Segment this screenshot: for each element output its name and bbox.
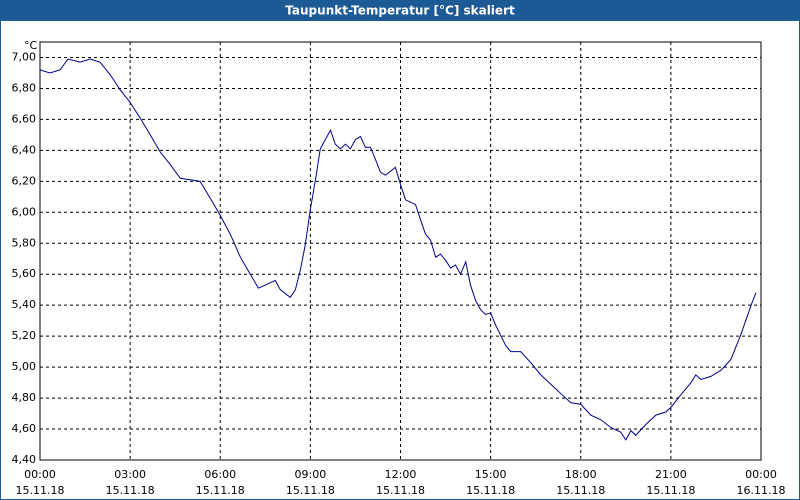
x-tick-label: 15:00 — [475, 468, 507, 481]
x-tick-label: 21:00 — [655, 468, 687, 481]
y-tick-label: 6,60 — [12, 112, 37, 125]
y-tick-label: 5,60 — [12, 267, 37, 280]
y-tick-label: 4,80 — [12, 391, 37, 404]
x-tick-date: 15.11.18 — [196, 484, 245, 497]
x-tick-date: 15.11.18 — [466, 484, 515, 497]
x-tick-label: 03:00 — [114, 468, 146, 481]
data-line — [39, 58, 757, 441]
title-bar — [0, 0, 800, 21]
x-tick-label: 18:00 — [565, 468, 597, 481]
y-tick-label: 4,40 — [12, 453, 37, 466]
y-tick-label: 6,80 — [12, 81, 37, 94]
x-tick-label: 00:00 — [745, 468, 777, 481]
y-tick-label: 4,60 — [12, 422, 37, 435]
x-tick-date: 15.11.18 — [286, 484, 335, 497]
chart-title: Taupunkt-Temperatur [°C] skaliert — [285, 4, 515, 18]
y-tick-label: 6,20 — [12, 174, 37, 187]
y-tick-label: 5,00 — [12, 360, 37, 373]
x-tick-date: 15.11.18 — [16, 484, 65, 497]
x-tick-label: 09:00 — [295, 468, 327, 481]
y-tick-label: 6,00 — [12, 205, 37, 218]
y-tick-label: 6,40 — [12, 143, 37, 156]
y-tick-label: 5,80 — [12, 236, 37, 249]
y-tick-label: 5,40 — [12, 298, 37, 311]
x-tick-date: 15.11.18 — [376, 484, 425, 497]
x-tick-label: 06:00 — [204, 468, 236, 481]
x-tick-date: 15.11.18 — [646, 484, 695, 497]
y-tick-label: 5,20 — [12, 329, 37, 342]
x-tick-label: 00:00 — [24, 468, 56, 481]
x-tick-date: 15.11.18 — [556, 484, 605, 497]
x-tick-label: 12:00 — [385, 468, 417, 481]
y-tick-label: 7,00 — [12, 50, 37, 63]
x-tick-date: 16.11.18 — [737, 484, 786, 497]
x-tick-date: 15.11.18 — [106, 484, 155, 497]
y-unit: °C — [24, 39, 38, 52]
